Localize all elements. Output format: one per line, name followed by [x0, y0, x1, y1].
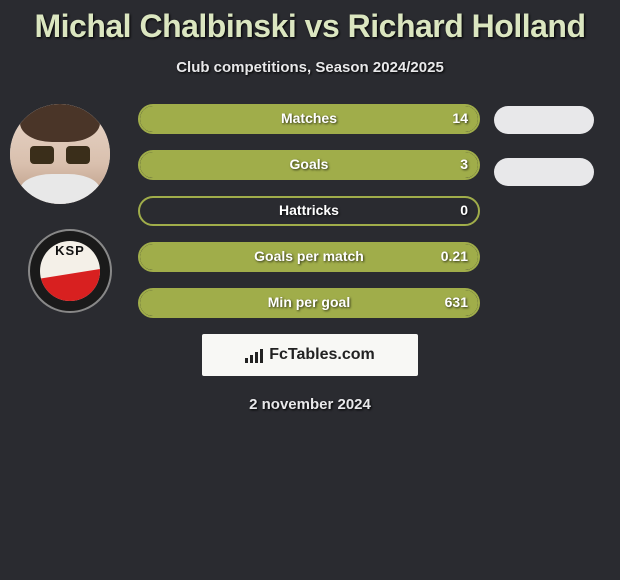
- stat-value-left: 631: [445, 288, 468, 318]
- stat-bar: [138, 242, 480, 272]
- stat-value-left: 0: [460, 196, 468, 226]
- stat-bar: [138, 150, 480, 180]
- stat-bar-fill: [140, 244, 478, 270]
- stat-bar-fill: [140, 152, 478, 178]
- date-label: 2 november 2024: [0, 396, 620, 413]
- player-right-column: [494, 104, 594, 210]
- brand-badge: FcTables.com: [202, 334, 418, 376]
- brand-text: FcTables.com: [269, 346, 375, 364]
- player-photo: [10, 104, 110, 204]
- player-left-column: KSP: [10, 104, 120, 313]
- stat-row: Hattricks0: [138, 196, 480, 226]
- stat-bar: [138, 104, 480, 134]
- stat-bar-fill: [140, 106, 478, 132]
- comparison-panel: KSP Matches14 Goals3 Hattricks0 Goals per m…: [0, 104, 620, 318]
- club-abbrev: KSP: [20, 243, 120, 258]
- stat-row: Goals3: [138, 150, 480, 180]
- brand-chart-icon: [245, 347, 263, 363]
- stat-bar-fill: [140, 290, 478, 316]
- stat-value-left: 3: [460, 150, 468, 180]
- stat-pill-right: [494, 106, 594, 134]
- page-title: Michal Chalbinski vs Richard Holland: [0, 0, 620, 45]
- stat-row: Matches14: [138, 104, 480, 134]
- stat-bar: [138, 196, 480, 226]
- stat-row: Goals per match0.21: [138, 242, 480, 272]
- stat-pill-right: [494, 158, 594, 186]
- stat-row: Min per goal631: [138, 288, 480, 318]
- stat-bars: Matches14 Goals3 Hattricks0 Goals per match…: [138, 104, 480, 318]
- subtitle: Club competitions, Season 2024/2025: [0, 59, 620, 76]
- stat-value-left: 14: [452, 104, 468, 134]
- club-badge: KSP: [20, 229, 120, 313]
- stat-bar: [138, 288, 480, 318]
- stat-value-left: 0.21: [441, 242, 468, 272]
